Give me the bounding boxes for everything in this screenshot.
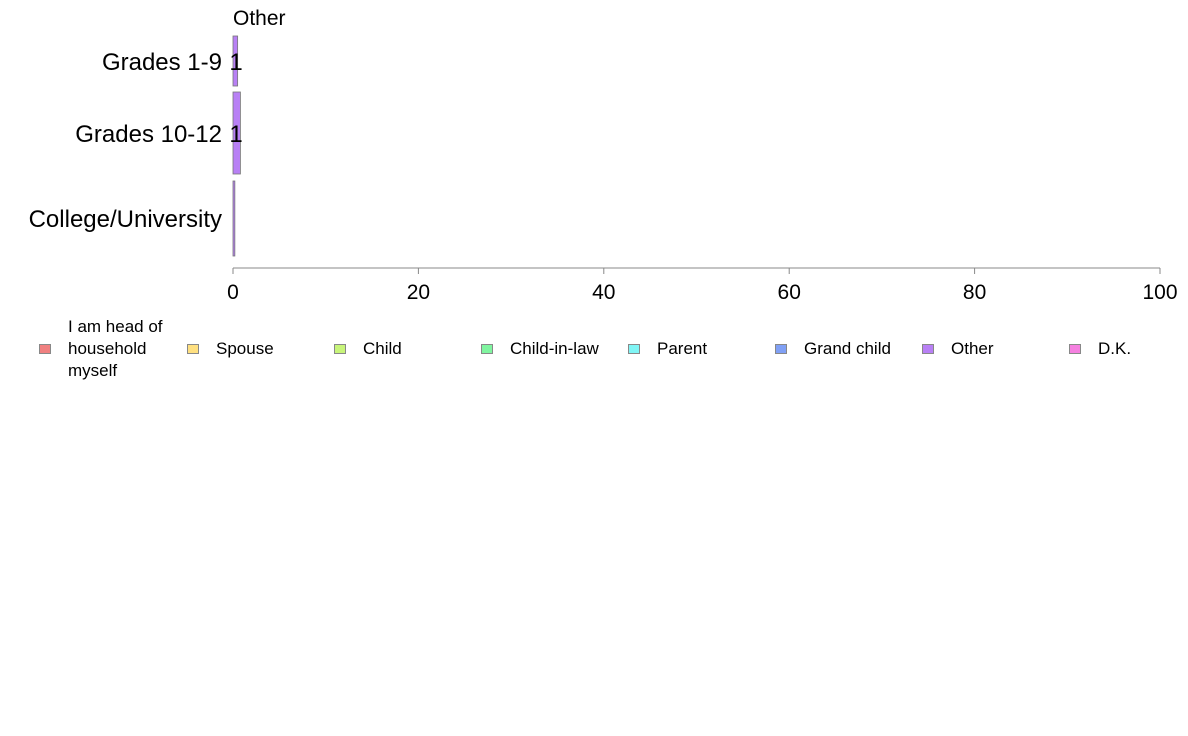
x-tick-label: 20 bbox=[407, 281, 430, 304]
top-annotation: Other bbox=[233, 7, 286, 30]
data-label: 1 bbox=[229, 121, 242, 148]
bar-segment bbox=[232, 180, 236, 257]
x-tick-label: 60 bbox=[778, 281, 801, 304]
x-tick-label: 40 bbox=[592, 281, 615, 304]
x-tick-label: 80 bbox=[963, 281, 986, 304]
bar-segment bbox=[232, 91, 241, 175]
x-tick-label: 100 bbox=[1142, 281, 1177, 304]
bar-segment bbox=[232, 35, 239, 87]
category-label: Grades 10-12 bbox=[75, 121, 222, 148]
x-tick-label: 0 bbox=[227, 281, 239, 304]
category-label: Grades 1-9 bbox=[102, 49, 222, 76]
category-label: College/University bbox=[29, 206, 222, 233]
data-label: 1 bbox=[229, 49, 242, 76]
